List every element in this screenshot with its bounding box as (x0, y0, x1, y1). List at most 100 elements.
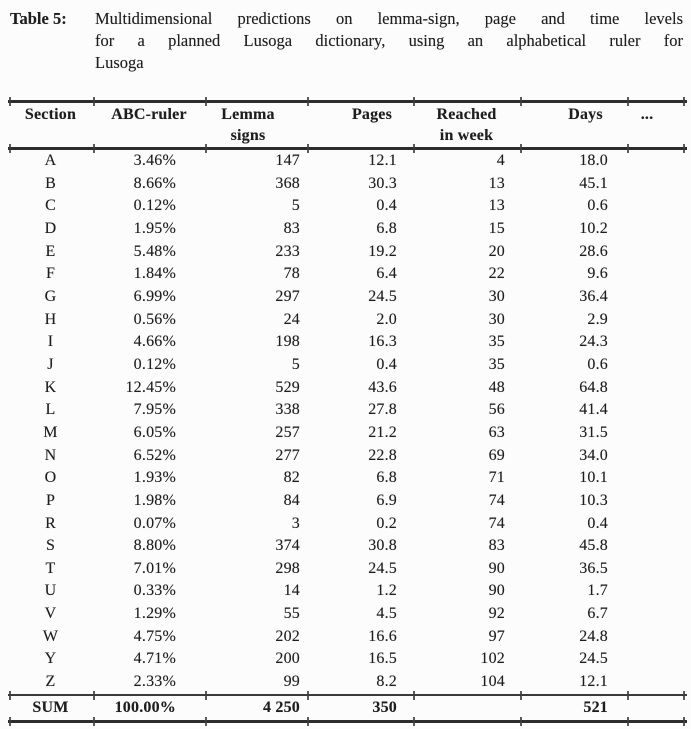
cell-days: 24.3 (579, 333, 608, 351)
cell-section: R (45, 514, 56, 532)
cell-pages: 6.4 (376, 265, 397, 283)
cell-days: 10.2 (579, 219, 608, 237)
cell-reached-in-week: 20 (488, 242, 505, 260)
cell-pages: 0.4 (376, 197, 397, 215)
cell-lemma-signs: 24 (283, 310, 300, 328)
cell-extra (627, 513, 687, 536)
table-row: D 1.95% 83 6.8 15 10.2 (8, 218, 687, 241)
caption-line-1: Multidimensional predictions on lemma-si… (95, 9, 683, 28)
column-tick (307, 690, 309, 700)
cell-section: J (47, 355, 54, 373)
cell-abc-ruler: 1.95% (133, 219, 176, 237)
cell-days: 24.8 (579, 627, 608, 645)
table-row: I 4.66% 198 16.3 35 24.3 (8, 331, 687, 354)
cell-pages: 350 (372, 698, 397, 716)
table-row: E 5.48% 233 19.2 20 28.6 (8, 241, 687, 264)
cell-lemma-signs: 5 (291, 355, 300, 373)
cell-section: Y (44, 650, 57, 668)
cell-days: 1.7 (587, 582, 608, 600)
cell-pages: 0.2 (376, 514, 397, 532)
cell-reached-in-week: 30 (488, 287, 505, 305)
cell-extra (627, 263, 687, 286)
table-number-label: Table 5: (10, 9, 67, 28)
cell-abc-ruler: 1.98% (133, 491, 176, 509)
cell-reached-in-week: 90 (488, 582, 505, 600)
column-tick (627, 690, 629, 700)
cell-abc-ruler: 2.33% (133, 673, 176, 691)
cell-section: T (45, 559, 56, 577)
cell-days: 18.0 (579, 152, 608, 169)
column-tick (627, 97, 629, 106)
column-tick (307, 716, 309, 726)
cell-days: 9.6 (587, 265, 608, 283)
cell-reached-in-week: 48 (488, 378, 505, 396)
cell-pages: 21.2 (368, 423, 397, 441)
caption-line-3: Lusoga (95, 53, 144, 72)
cell-lemma-signs: 78 (283, 265, 300, 283)
table-row: K 12.45% 529 43.6 48 64.8 (8, 377, 687, 400)
header-line: Days (568, 106, 603, 123)
column-header-section: Section (8, 104, 93, 147)
cell-pages: 1.2 (376, 582, 397, 600)
cell-abc-ruler: 4.66% (133, 333, 176, 351)
cell-lemma-signs: 14 (283, 582, 300, 600)
cell-section: I (47, 333, 54, 351)
cell-section: SUM (32, 698, 69, 716)
cell-lemma-signs: 368 (275, 174, 300, 192)
cell-abc-ruler: 6.05% (133, 423, 176, 441)
cell-abc-ruler: 4.71% (133, 650, 176, 668)
cell-extra (627, 309, 687, 332)
cell-lemma-signs: 84 (283, 491, 300, 509)
cell-days: 12.1 (579, 673, 608, 691)
cell-pages: 6.9 (376, 491, 397, 509)
column-tick (9, 716, 11, 726)
cell-reached-in-week: 90 (488, 559, 505, 577)
table-rule-below-header (8, 144, 687, 153)
cell-reached-in-week: 92 (488, 605, 505, 623)
cell-lemma-signs: 297 (275, 287, 300, 305)
cell-reached-in-week (413, 696, 520, 720)
table-rule-top (8, 97, 687, 106)
table-row: B 8.66% 368 30.3 13 45.1 (8, 173, 687, 196)
cell-days: 31.5 (579, 423, 608, 441)
cell-reached-in-week: 13 (488, 197, 505, 215)
table-row: O 1.93% 82 6.8 71 10.1 (8, 467, 687, 490)
cell-extra (627, 422, 687, 445)
column-header-abc-ruler: ABC-ruler (93, 104, 205, 147)
cell-extra (627, 241, 687, 264)
header-line: in week (439, 127, 494, 144)
cell-lemma-signs: 99 (283, 673, 300, 691)
cell-abc-ruler: 100.00% (114, 698, 176, 716)
cell-extra (627, 535, 687, 558)
cell-reached-in-week: 4 (496, 152, 505, 169)
table-row: V 1.29% 55 4.5 92 6.7 (8, 603, 687, 626)
table-row: C 0.12% 5 0.4 13 0.6 (8, 195, 687, 218)
cell-days: 34.0 (579, 446, 608, 464)
column-tick (93, 716, 95, 726)
cell-extra (627, 626, 687, 649)
column-header-pages: Pages (319, 104, 425, 147)
table-row: M 6.05% 257 21.2 63 31.5 (8, 422, 687, 445)
table-header-row: Section ABC-ruler Lemma signs Pages Reac… (8, 103, 687, 147)
cell-reached-in-week: 102 (480, 650, 505, 668)
cell-reached-in-week: 71 (488, 469, 505, 487)
cell-extra (627, 377, 687, 400)
cell-abc-ruler: 7.95% (133, 401, 176, 419)
cell-abc-ruler: 0.56% (133, 310, 176, 328)
column-tick (683, 144, 685, 153)
column-tick (307, 97, 309, 106)
column-tick (307, 144, 309, 153)
column-tick (520, 97, 522, 106)
cell-pages: 12.1 (368, 152, 397, 169)
cell-section: U (44, 582, 57, 600)
cell-lemma-signs: 4 250 (263, 698, 300, 716)
cell-days: 6.7 (587, 605, 608, 623)
cell-section: F (45, 265, 56, 283)
cell-extra (627, 445, 687, 468)
cell-lemma-signs: 233 (275, 242, 300, 260)
cell-extra (627, 558, 687, 581)
cell-abc-ruler: 0.12% (133, 355, 176, 373)
cell-lemma-signs: 277 (275, 446, 300, 464)
cell-pages: 16.5 (368, 650, 397, 668)
header-line: signs (230, 127, 266, 144)
